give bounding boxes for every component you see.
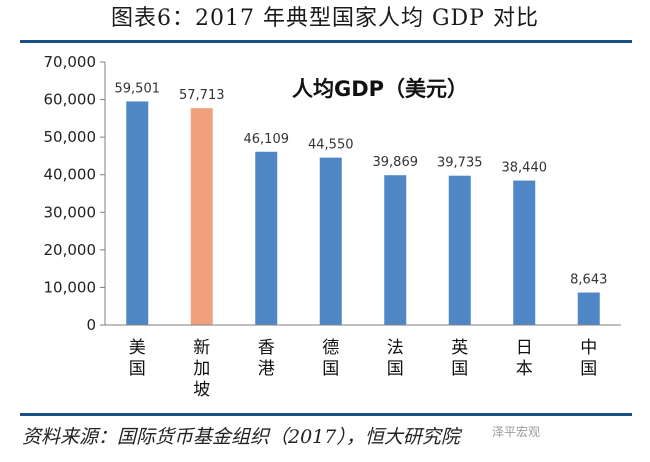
category-label: 法国 <box>387 338 404 379</box>
bar-value-label: 44,550 <box>308 138 354 153</box>
bar-value-label: 57,713 <box>179 88 225 103</box>
bar <box>513 180 536 325</box>
bar-value-label: 59,501 <box>115 81 161 96</box>
bar <box>448 175 471 325</box>
bar <box>126 101 149 325</box>
bar <box>319 157 342 325</box>
category-label: 美国 <box>129 338 146 379</box>
y-tick-label: 10,000 <box>44 278 97 296</box>
bars <box>126 101 600 325</box>
category-label: 英国 <box>451 338 468 379</box>
y-tick-label: 30,000 <box>44 203 97 221</box>
category-label: 中国 <box>580 338 597 379</box>
category-label: 香港 <box>258 338 275 379</box>
chart-title: 人均GDP（美元） <box>292 77 468 101</box>
bar-value-label: 46,109 <box>244 132 290 147</box>
bar-chart: 0 10,000 20,000 30,000 40,000 50,000 60,000 70,… <box>44 53 621 400</box>
category-label: 日本 <box>516 338 533 379</box>
y-tick-label: 0 <box>86 316 96 334</box>
y-tick-label: 70,000 <box>44 53 97 71</box>
figure-title: 图表6：2017 年典型国家人均 GDP 对比 <box>111 6 539 31</box>
source-note: 资料来源：国际货币基金组织（2017），恒大研究院 <box>22 426 460 448</box>
bar-value-label: 39,869 <box>373 155 419 170</box>
bottom-rule <box>20 413 632 416</box>
bar <box>255 151 278 325</box>
category-label: 新加坡 <box>193 338 210 400</box>
bar <box>190 108 213 325</box>
chart-area: 0 10,000 20,000 30,000 40,000 50,000 60,000 70,… <box>18 50 633 412</box>
category-labels: 美国 新加坡 香港 德国 法国 英国 日本 中国 <box>129 338 598 400</box>
bar-value-label: 38,440 <box>502 161 548 176</box>
y-tick-label: 40,000 <box>44 166 97 184</box>
category-label: 德国 <box>322 338 339 379</box>
y-axis-ticks: 0 10,000 20,000 30,000 40,000 50,000 60,000 70,… <box>44 53 105 334</box>
bar-value-label: 8,643 <box>570 273 607 288</box>
data-labels: 59,501 57,713 46,109 44,550 39,869 39,735 38,4… <box>115 81 608 287</box>
watermark-logo: 泽平宏观 <box>492 425 541 439</box>
top-rule <box>20 40 632 43</box>
bar <box>577 292 600 325</box>
bar-value-label: 39,735 <box>437 156 483 171</box>
y-tick-label: 60,000 <box>44 91 97 109</box>
y-tick-label: 20,000 <box>44 241 97 259</box>
bar <box>384 175 407 325</box>
y-tick-label: 50,000 <box>44 128 97 146</box>
